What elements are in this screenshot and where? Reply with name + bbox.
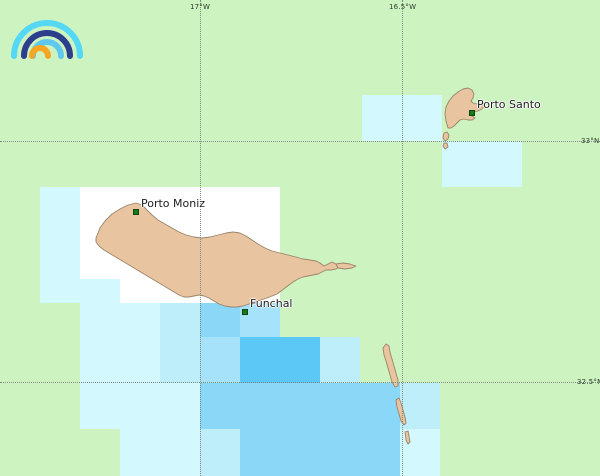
data-tile — [320, 337, 360, 383]
place-label: Porto Moniz — [141, 197, 206, 210]
data-tile — [442, 141, 522, 187]
data-tile — [80, 383, 200, 429]
desertas-south — [404, 430, 411, 445]
data-tile — [40, 187, 80, 303]
rainbow-logo[interactable] — [8, 10, 90, 60]
madeira-island — [95, 202, 341, 308]
place-label: Funchal — [250, 297, 293, 310]
data-tile — [400, 383, 440, 429]
porto-santo-islet-2 — [442, 142, 449, 150]
data-tile — [200, 303, 240, 337]
parallel-label-32-5n: 32.5°N — [577, 378, 600, 386]
data-tile — [200, 383, 400, 429]
place-dot-icon — [469, 110, 475, 116]
place-dot-icon — [242, 309, 248, 315]
meridian-16-5w — [402, 0, 403, 476]
parallel-label-33n: 33°N — [581, 137, 600, 145]
porto-santo-island — [444, 87, 485, 129]
meridian-label-16-5w: 16.5°W — [389, 3, 417, 11]
logo-arc-orange — [29, 45, 51, 59]
data-tile — [200, 337, 240, 383]
data-tile — [80, 279, 120, 383]
parallel-32-5n — [0, 382, 600, 383]
data-tile — [120, 429, 200, 476]
desertas-north — [382, 343, 399, 388]
data-tile — [120, 303, 160, 383]
data-tile — [240, 303, 280, 337]
ponta-sao-lourenco — [335, 262, 357, 270]
porto-santo-islet — [442, 131, 450, 142]
desertas-mid — [395, 397, 407, 426]
parallel-33n — [0, 141, 600, 142]
place-label: Porto Santo — [477, 98, 541, 111]
data-tile — [160, 303, 200, 383]
place-dot-icon — [133, 209, 139, 215]
data-tile — [240, 337, 320, 383]
meridian-label-17w: 17°W — [190, 3, 211, 11]
logo-arc-outer-cyan — [11, 20, 83, 59]
data-tile — [240, 429, 400, 476]
data-tile — [200, 429, 240, 476]
logo-arc-navy — [21, 30, 73, 59]
meridian-17w — [200, 0, 201, 476]
